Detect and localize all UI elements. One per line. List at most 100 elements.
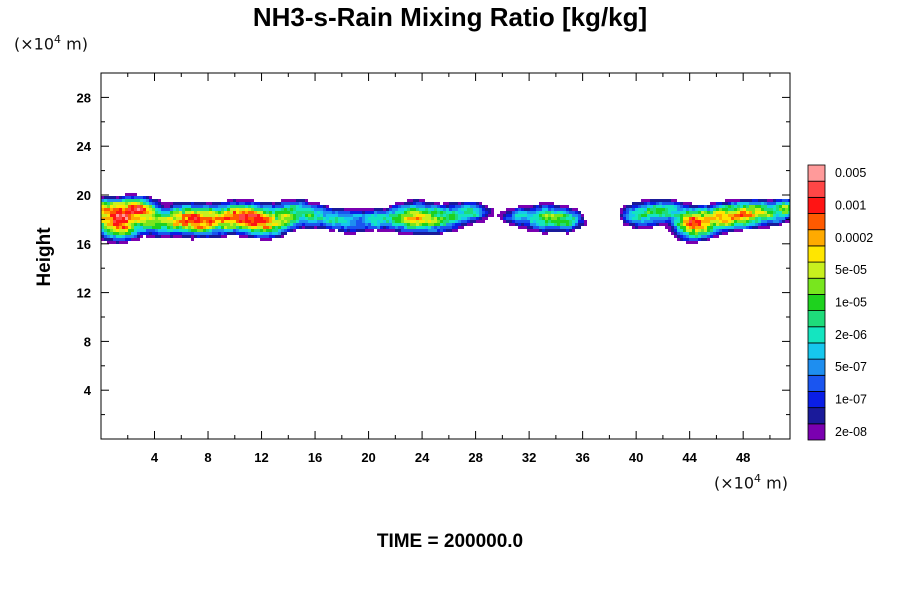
contour-cell [167, 211, 170, 214]
contour-cell [707, 214, 710, 217]
colorbar-label: 2e-06 [835, 328, 867, 342]
contour-cell [176, 232, 179, 235]
contour-cell [293, 226, 296, 229]
contour-cell [293, 214, 296, 217]
contour-cell [263, 214, 266, 217]
contour-cell [542, 232, 545, 235]
contour-cell [731, 202, 734, 205]
contour-cell [620, 211, 623, 214]
contour-cell [785, 214, 788, 217]
contour-cell [149, 226, 152, 229]
contour-cell [308, 217, 311, 220]
contour-cell [401, 202, 404, 205]
contour-cell [668, 217, 671, 220]
y-tick-label: 24 [77, 139, 92, 154]
contour-cell [248, 211, 251, 214]
contour-cell [767, 205, 770, 208]
contour-cell [383, 220, 386, 223]
contour-cell [155, 235, 158, 238]
contour-cell [242, 223, 245, 226]
contour-cell [212, 208, 215, 211]
contour-cell [152, 232, 155, 235]
contour-cell [779, 217, 782, 220]
contour-cell [380, 211, 383, 214]
contour-cell [296, 202, 299, 205]
contour-cell [419, 232, 422, 235]
contour-cell [275, 214, 278, 217]
contour-cell [530, 211, 533, 214]
contour-cell [344, 220, 347, 223]
contour-cell [416, 214, 419, 217]
contour-cell [224, 211, 227, 214]
contour-cell [113, 232, 116, 235]
contour-cell [416, 205, 419, 208]
contour-cell [668, 223, 671, 226]
contour-cell [680, 220, 683, 223]
contour-cell [713, 226, 716, 229]
contour-cell [173, 217, 176, 220]
contour-cell [143, 208, 146, 211]
contour-cell [176, 205, 179, 208]
contour-cell [101, 235, 104, 238]
contour-cell [221, 205, 224, 208]
contour-cell [767, 217, 770, 220]
contour-cell [671, 199, 674, 202]
contour-cell [314, 223, 317, 226]
contour-cell [554, 217, 557, 220]
contour-cell [551, 229, 554, 232]
contour-cell [509, 211, 512, 214]
contour-cell [686, 211, 689, 214]
contour-cell [104, 223, 107, 226]
contour-cell [185, 205, 188, 208]
contour-cell [722, 220, 725, 223]
contour-cell [119, 235, 122, 238]
contour-cell [257, 205, 260, 208]
contour-cell [281, 199, 284, 202]
contour-cell [191, 232, 194, 235]
contour-cell [296, 211, 299, 214]
contour-cell [128, 205, 131, 208]
contour-cell [122, 199, 125, 202]
contour-cell [128, 199, 131, 202]
contour-cell [644, 220, 647, 223]
contour-cell [107, 196, 110, 199]
contour-cell [524, 208, 527, 211]
contour-cell [380, 217, 383, 220]
contour-cell [701, 223, 704, 226]
contour-cell [167, 208, 170, 211]
contour-cell [752, 223, 755, 226]
contour-cell [638, 202, 641, 205]
contour-cell [401, 223, 404, 226]
contour-cell [122, 208, 125, 211]
contour-cell [551, 226, 554, 229]
contour-cell [539, 211, 542, 214]
contour-cell [650, 217, 653, 220]
contour-cell [530, 217, 533, 220]
contour-cell [722, 211, 725, 214]
contour-cell [251, 232, 254, 235]
contour-cell [773, 223, 776, 226]
contour-cell [260, 214, 263, 217]
contour-cell [116, 211, 119, 214]
contour-cell [143, 217, 146, 220]
contour-cell [146, 205, 149, 208]
contour-cell [260, 223, 263, 226]
contour-cell [284, 226, 287, 229]
contour-cell [284, 220, 287, 223]
contour-cell [320, 220, 323, 223]
contour-cell [365, 214, 368, 217]
contour-cell [188, 217, 191, 220]
contour-cell [347, 208, 350, 211]
contour-cell [182, 202, 185, 205]
contour-cell [728, 199, 731, 202]
contour-cell [248, 223, 251, 226]
contour-cell [728, 223, 731, 226]
contour-cell [233, 199, 236, 202]
contour-cell [104, 238, 107, 241]
contour-cell [188, 211, 191, 214]
contour-cell [674, 232, 677, 235]
contour-cell [239, 211, 242, 214]
contour-cell [539, 202, 542, 205]
contour-cell [680, 205, 683, 208]
contour-cell [137, 211, 140, 214]
